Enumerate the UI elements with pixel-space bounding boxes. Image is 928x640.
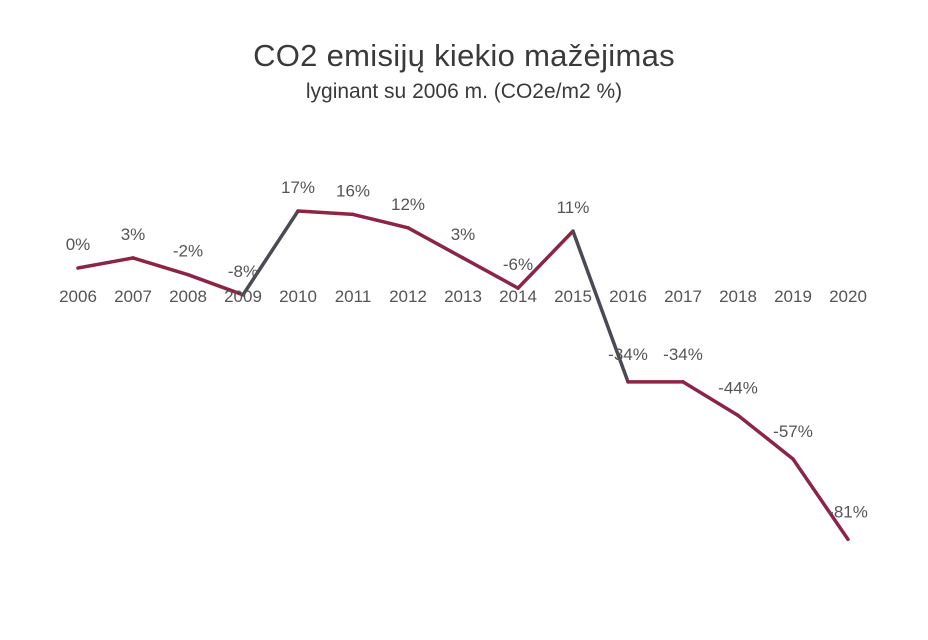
data-label: -34% [608, 345, 648, 364]
x-tick-label: 2015 [554, 287, 592, 306]
x-tick-label: 2007 [114, 287, 152, 306]
x-tick-label: 2008 [169, 287, 207, 306]
data-label: 17% [281, 178, 315, 197]
series-line-segment [571, 229, 630, 384]
series-line-segment [736, 413, 795, 461]
series-line-segment [351, 212, 410, 230]
data-label: 0% [66, 235, 91, 254]
x-tick-label: 2009 [224, 287, 262, 306]
data-label: -6% [503, 255, 533, 274]
series-line-segment [791, 457, 850, 542]
series-line-segment [461, 256, 520, 290]
data-label: -34% [663, 345, 703, 364]
series-line-segment [186, 272, 245, 297]
x-tick-label: 2014 [499, 287, 537, 306]
data-label: -44% [718, 378, 758, 397]
x-tick-label: 2020 [829, 287, 867, 306]
series-line-segment [681, 380, 740, 418]
chart-subtitle: lyginant su 2006 m. (CO2e/m2 %) [305, 80, 623, 103]
data-label: 3% [451, 225, 476, 244]
data-label: 3% [121, 225, 146, 244]
x-tick-label: 2012 [389, 287, 427, 306]
data-label: 16% [336, 181, 370, 200]
x-tick-label: 2019 [774, 287, 812, 306]
series-line-segment [406, 226, 465, 260]
data-label: -2% [173, 242, 203, 261]
series-line-segment [241, 209, 300, 297]
x-tick-label: 2006 [59, 287, 97, 306]
series-line-segment [76, 256, 135, 270]
series-line-segment [131, 256, 190, 277]
data-label: 11% [557, 198, 590, 217]
x-tick-label: 2010 [279, 287, 317, 306]
series-line-segment [516, 229, 575, 290]
x-tick-label: 2016 [609, 287, 647, 306]
x-tick-label: 2018 [719, 287, 757, 306]
x-tick-label: 2011 [335, 287, 372, 306]
data-label: -81% [828, 502, 868, 521]
data-label: -57% [773, 422, 813, 441]
data-label: 12% [391, 195, 425, 214]
series-line-segment [296, 209, 355, 217]
chart-title: CO2 emisijų kiekio mažėjimas [253, 38, 675, 73]
x-tick-label: 2013 [444, 287, 482, 306]
data-label: -8% [228, 262, 258, 281]
x-tick-label: 2017 [664, 287, 702, 306]
